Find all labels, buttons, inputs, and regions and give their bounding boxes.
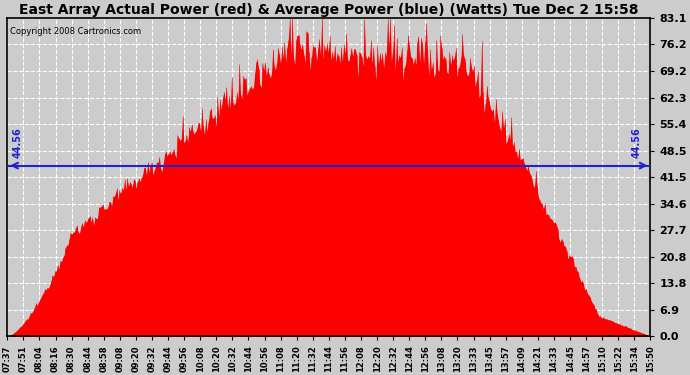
Text: Copyright 2008 Cartronics.com: Copyright 2008 Cartronics.com: [10, 27, 141, 36]
Title: East Array Actual Power (red) & Average Power (blue) (Watts) Tue Dec 2 15:58: East Array Actual Power (red) & Average …: [19, 3, 639, 17]
Text: 44.56: 44.56: [631, 127, 641, 158]
Text: 44.56: 44.56: [12, 127, 23, 158]
